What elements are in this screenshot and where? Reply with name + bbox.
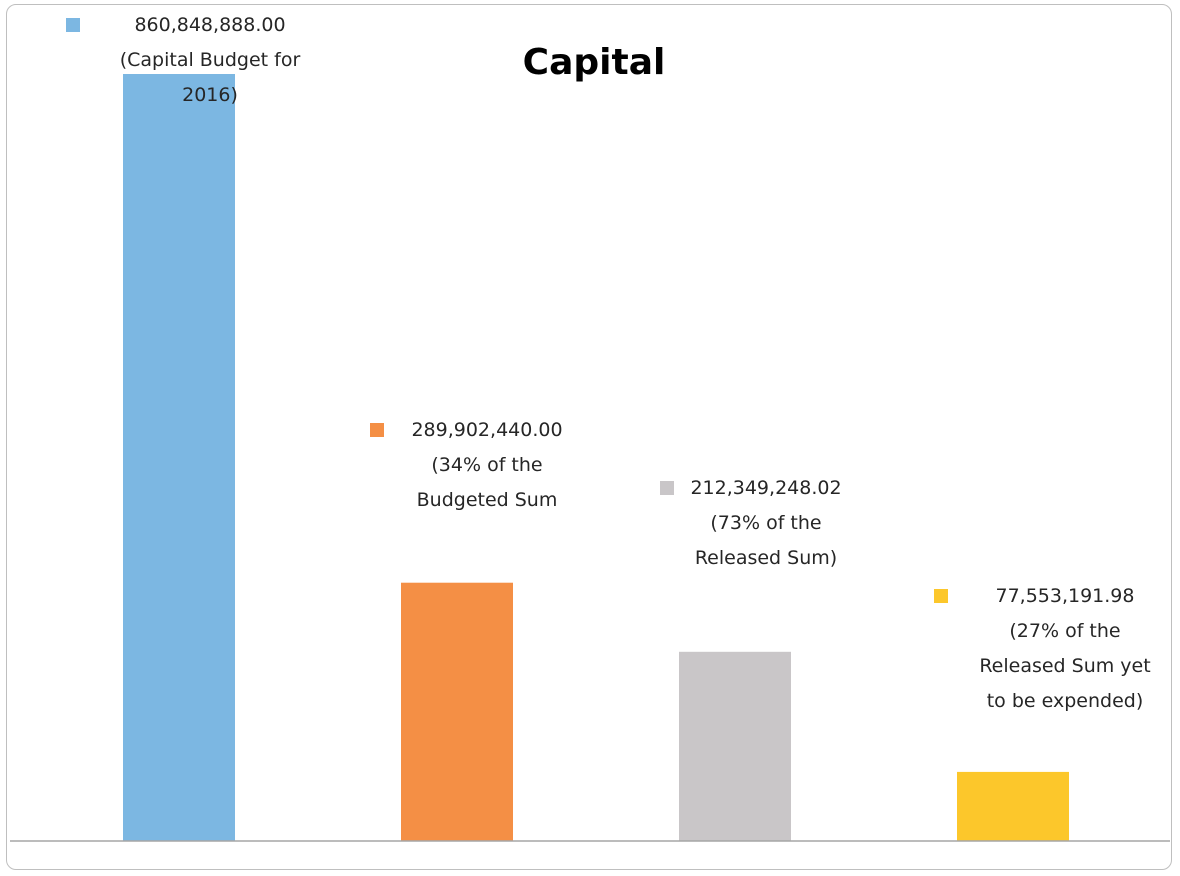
data-labels-group: 860,848,888.00 (Capital Budget for 2016) 28… (66, 14, 1151, 712)
data-label-2-line-2: (34% of the (431, 454, 542, 476)
bar-3 (679, 651, 791, 841)
data-label-marker-4 (934, 589, 948, 603)
data-label-4-line-2: (27% of the (1009, 620, 1120, 642)
data-label-4-line-4: to be expended) (987, 690, 1144, 712)
data-label-marker-3 (660, 481, 674, 495)
data-label-1-line-2: (Capital Budget for (120, 49, 301, 71)
data-label-3-line-1: 212,349,248.02 (690, 477, 841, 499)
data-label-2-line-3: Budgeted Sum (417, 489, 558, 511)
bars-group (123, 74, 1069, 841)
data-label-2-line-1: 289,902,440.00 (411, 419, 562, 441)
data-label-3-line-2: (73% of the (710, 512, 821, 534)
data-label-1-line-3: 2016) (182, 84, 238, 106)
bar-1 (123, 74, 235, 841)
data-label-1-line-1: 860,848,888.00 (134, 14, 285, 36)
data-label-4-line-1: 77,553,191.98 (995, 585, 1134, 607)
data-label-4-line-3: Released Sum yet (979, 655, 1150, 677)
data-label-marker-2 (370, 423, 384, 437)
chart-title: Capital (523, 42, 666, 83)
bar-2 (401, 582, 513, 841)
data-label-marker-1 (66, 18, 80, 32)
data-label-3-line-3: Released Sum) (695, 547, 837, 569)
bar-4 (957, 771, 1069, 841)
